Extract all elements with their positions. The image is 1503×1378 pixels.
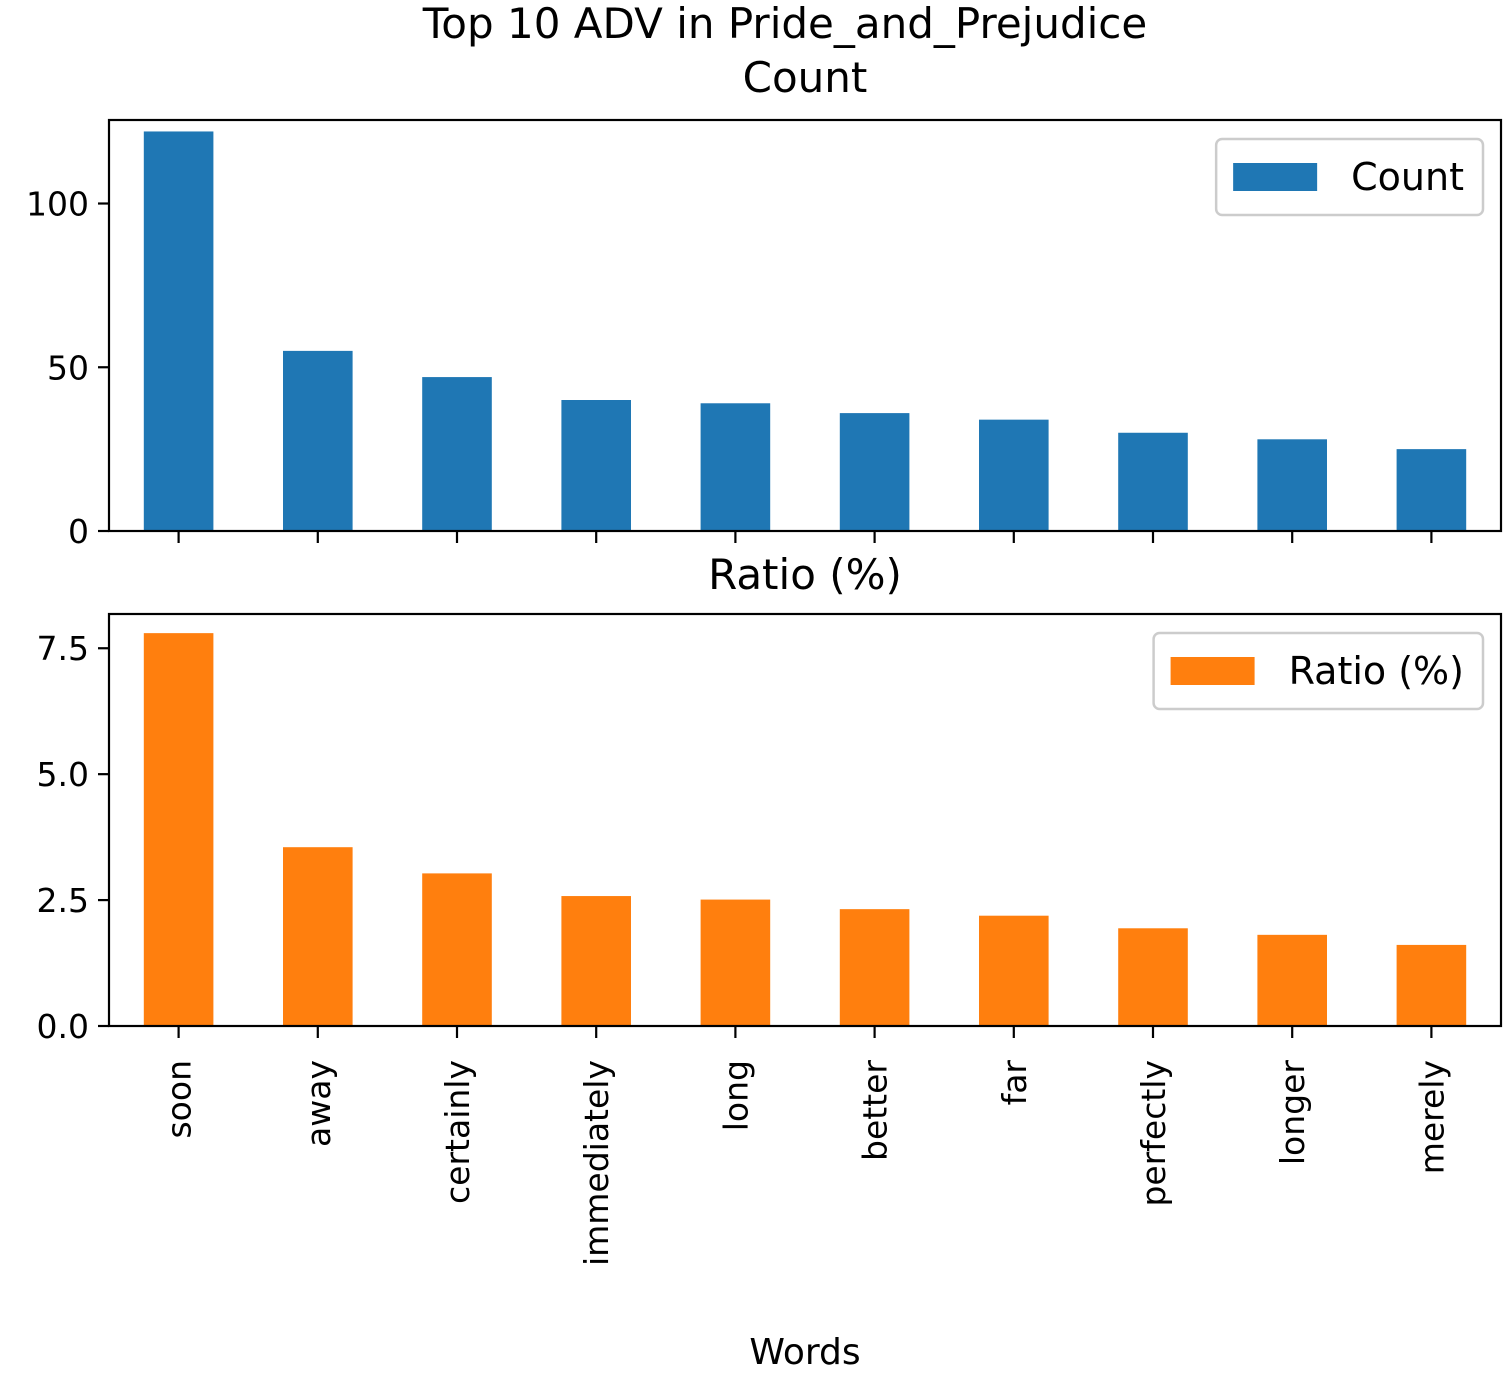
- count-subplot: Count 0 50 100 Count: [26, 53, 1503, 551]
- x-tick-label-immediately: immediately: [577, 1060, 616, 1266]
- y-tick-label: 100: [26, 185, 89, 224]
- axes-frame: [107, 118, 1503, 533]
- bar-better: [839, 909, 910, 1026]
- x-tick-label-merely: merely: [1412, 1060, 1451, 1174]
- bar-perfectly: [1118, 432, 1188, 531]
- bar-soon: [143, 131, 214, 531]
- x-tick-label-far: far: [995, 1060, 1034, 1106]
- bar-far: [979, 915, 1049, 1026]
- x-tick-label-soon: soon: [160, 1060, 199, 1139]
- y-tick-label: 0: [68, 512, 89, 551]
- y-tick-label: 0.0: [37, 1007, 89, 1046]
- bar-merely: [1396, 944, 1467, 1026]
- figure-suptitle: Top 10 ADV in Pride_and_Prejudice: [422, 0, 1147, 48]
- y-tick-label: 7.5: [37, 629, 89, 668]
- legend-frame: [1152, 631, 1485, 711]
- bar-better: [839, 413, 910, 531]
- x-axis-label: Words: [749, 1332, 860, 1373]
- subplot-title: Count: [743, 53, 868, 102]
- legend-swatch: [1170, 657, 1255, 685]
- legend-swatch: [1233, 163, 1318, 191]
- x-tick-label-long: long: [716, 1060, 755, 1131]
- bar-longer: [1257, 439, 1327, 531]
- bar-away: [283, 847, 353, 1026]
- bar-certainly: [422, 377, 492, 531]
- x-tick-label-longer: longer: [1273, 1060, 1312, 1166]
- y-tick-label: 5.0: [37, 755, 89, 794]
- bar-far: [979, 419, 1049, 531]
- x-tick-label-perfectly: perfectly: [1134, 1060, 1173, 1207]
- bar-away: [283, 350, 353, 531]
- y-tick-label: 2.5: [37, 881, 89, 920]
- bar-longer: [1257, 934, 1327, 1026]
- x-tick-label-better: better: [856, 1060, 895, 1161]
- axes-frame: [107, 612, 1503, 1028]
- legend-label: Count: [1351, 155, 1464, 199]
- legend: Ratio (%): [1152, 631, 1485, 711]
- ratio-subplot: Ratio (%) 0.0 2.5 5.0 7.5 soon away certainly im…: [37, 550, 1503, 1266]
- bar-immediately: [561, 896, 631, 1026]
- bar-immediately: [561, 400, 631, 531]
- bar-certainly: [422, 873, 492, 1026]
- legend-frame: [1214, 137, 1485, 217]
- subplot-title: Ratio (%): [708, 550, 902, 599]
- legend-label: Ratio (%): [1289, 649, 1464, 693]
- y-tick-label: 50: [47, 348, 89, 387]
- bar-soon: [143, 633, 214, 1026]
- bar-merely: [1396, 449, 1467, 531]
- bar-perfectly: [1118, 928, 1188, 1026]
- bar-long: [700, 403, 771, 531]
- bar-long: [700, 899, 771, 1026]
- x-tick-label-away: away: [299, 1060, 338, 1147]
- x-tick-label-certainly: certainly: [438, 1060, 477, 1204]
- legend: Count: [1214, 137, 1485, 217]
